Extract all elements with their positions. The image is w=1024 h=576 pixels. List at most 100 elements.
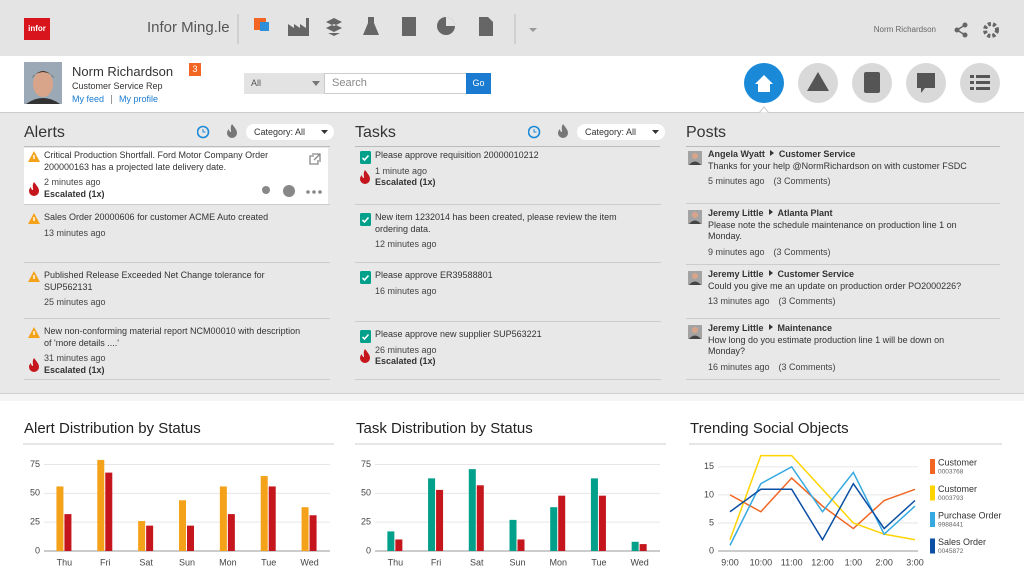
alert-item[interactable]: Sales Order 20000606 for customer ACME A… [24, 210, 328, 239]
item-text: New item 1232014 has been created, pleas… [375, 212, 617, 234]
more-icon[interactable] [318, 190, 322, 194]
post-time: 13 minutes ago [708, 296, 770, 306]
icon-shape [202, 129, 206, 133]
icon-shape [692, 327, 698, 333]
y-tick-label: 0 [366, 545, 371, 555]
arrow [769, 150, 774, 156]
flame-icon [29, 181, 39, 196]
icon-shape [33, 275, 35, 279]
item-time: 1 minute ago [375, 165, 428, 176]
post-author[interactable]: Angela Wyatt [708, 149, 765, 159]
category-filter[interactable]: Category: All [577, 124, 665, 140]
flask-icon[interactable] [363, 17, 379, 35]
post-comments[interactable]: (3 Comments) [778, 296, 836, 306]
x-tick-label: Sat [139, 557, 153, 567]
item-separator [355, 204, 661, 205]
icon-shape [33, 155, 35, 159]
item-actions [262, 153, 322, 197]
post-target[interactable]: Customer Service [778, 149, 856, 159]
approve-icon[interactable] [283, 185, 295, 197]
panel-rule [686, 146, 1000, 147]
item-time: 12 minutes ago [375, 239, 437, 249]
more-icon[interactable] [306, 190, 310, 194]
profile-link[interactable]: My profile [119, 94, 159, 104]
alert-item[interactable]: Critical Production Shortfall. Ford Moto… [24, 148, 328, 204]
drop-icon [227, 124, 237, 138]
y-tick-label: 25 [30, 517, 40, 527]
profile-link[interactable]: My feed [72, 94, 105, 104]
alert-item[interactable]: Published Release Exceeded Net Change to… [24, 268, 328, 309]
icon-shape [692, 212, 698, 218]
item-separator [686, 379, 1000, 380]
home-icon [755, 75, 773, 92]
warning-icon [28, 327, 40, 338]
bar [598, 495, 606, 551]
icon-part[interactable] [260, 22, 269, 31]
post-comments[interactable]: (3 Comments) [773, 176, 831, 186]
task-item[interactable]: Please approve ER39588801 16 minutes ago [355, 268, 659, 297]
factory-icon[interactable] [288, 18, 309, 36]
list-icon [970, 75, 990, 90]
search-button[interactable]: Go [466, 73, 491, 94]
item-time: 31 minutes ago [44, 353, 106, 363]
x-tick-label: 10:00 [750, 557, 773, 567]
x-tick-label: Mon [549, 557, 567, 567]
notification-badge[interactable]: 3 [189, 63, 201, 76]
task-item[interactable]: Please approve new supplier SUP563221 26 … [355, 327, 659, 368]
caret-shape [312, 81, 320, 86]
post-item[interactable]: Jeremy Little Maintenance How long do you … [686, 323, 996, 373]
finance-icon[interactable] [402, 17, 416, 36]
x-tick-label: Thu [57, 557, 73, 567]
more-icon[interactable] [312, 190, 316, 194]
doc-icon[interactable] [479, 17, 493, 36]
open-icon[interactable] [309, 153, 321, 165]
post-item[interactable]: Angela Wyatt Customer Service Thanks for y… [686, 149, 996, 188]
bar [428, 478, 436, 551]
icon-shape [558, 124, 568, 138]
post-time: 9 minutes ago [708, 246, 765, 257]
post-meta: 16 minutes ago (3 Comments) [708, 362, 996, 374]
x-tick-label: Fri [431, 557, 442, 567]
post-author[interactable]: Jeremy Little [708, 208, 764, 218]
post-author[interactable]: Jeremy Little [708, 269, 764, 279]
x-tick-label: Fri [100, 557, 111, 567]
panel-rule [24, 146, 330, 147]
more-caret[interactable] [529, 28, 537, 32]
bar [187, 525, 194, 551]
reassign-icon[interactable] [262, 186, 270, 194]
icon-shape [689, 220, 701, 224]
bar [395, 539, 403, 551]
post-comments[interactable]: (3 Comments) [778, 361, 836, 372]
task-item[interactable]: New item 1232014 has been created, pleas… [355, 210, 659, 251]
post-item[interactable]: Jeremy Little Customer Service Could you g… [686, 269, 996, 308]
alert-item[interactable]: New non-conforming material report NCM00… [24, 324, 328, 376]
post-target[interactable]: Atlanta Plant [777, 208, 833, 218]
drop-icon [558, 124, 568, 138]
search-scope[interactable]: All [244, 73, 324, 94]
category-filter[interactable]: Category: All [246, 124, 334, 140]
item-separator [24, 379, 330, 380]
gear-icon[interactable] [983, 22, 999, 38]
y-tick-label: 50 [361, 488, 371, 498]
icon-shape [361, 216, 370, 224]
dropbox-icon[interactable] [326, 18, 342, 36]
post-item[interactable]: Jeremy Little Atlanta Plant Please note th… [686, 208, 996, 258]
logo[interactable]: infor [24, 18, 50, 40]
legend-name: Sales Order [938, 537, 986, 547]
item-separator [355, 379, 661, 380]
bar [509, 519, 517, 551]
post-author[interactable]: Jeremy Little [708, 323, 764, 333]
post-target[interactable]: Customer Service [777, 269, 855, 279]
person-icon [688, 151, 702, 165]
item-separator [24, 262, 330, 263]
bar [105, 472, 113, 551]
arrow-shape [768, 209, 773, 215]
post-target[interactable]: Maintenance [777, 323, 833, 333]
bar [387, 531, 395, 551]
task-item[interactable]: Please approve requisition 20000010212 1 … [355, 148, 659, 189]
search-input[interactable]: Search [324, 73, 467, 94]
post-comments[interactable]: (3 Comments) [773, 246, 831, 257]
bar [550, 507, 558, 551]
user-menu[interactable]: Norm Richardson [873, 25, 936, 34]
bar [219, 486, 227, 551]
